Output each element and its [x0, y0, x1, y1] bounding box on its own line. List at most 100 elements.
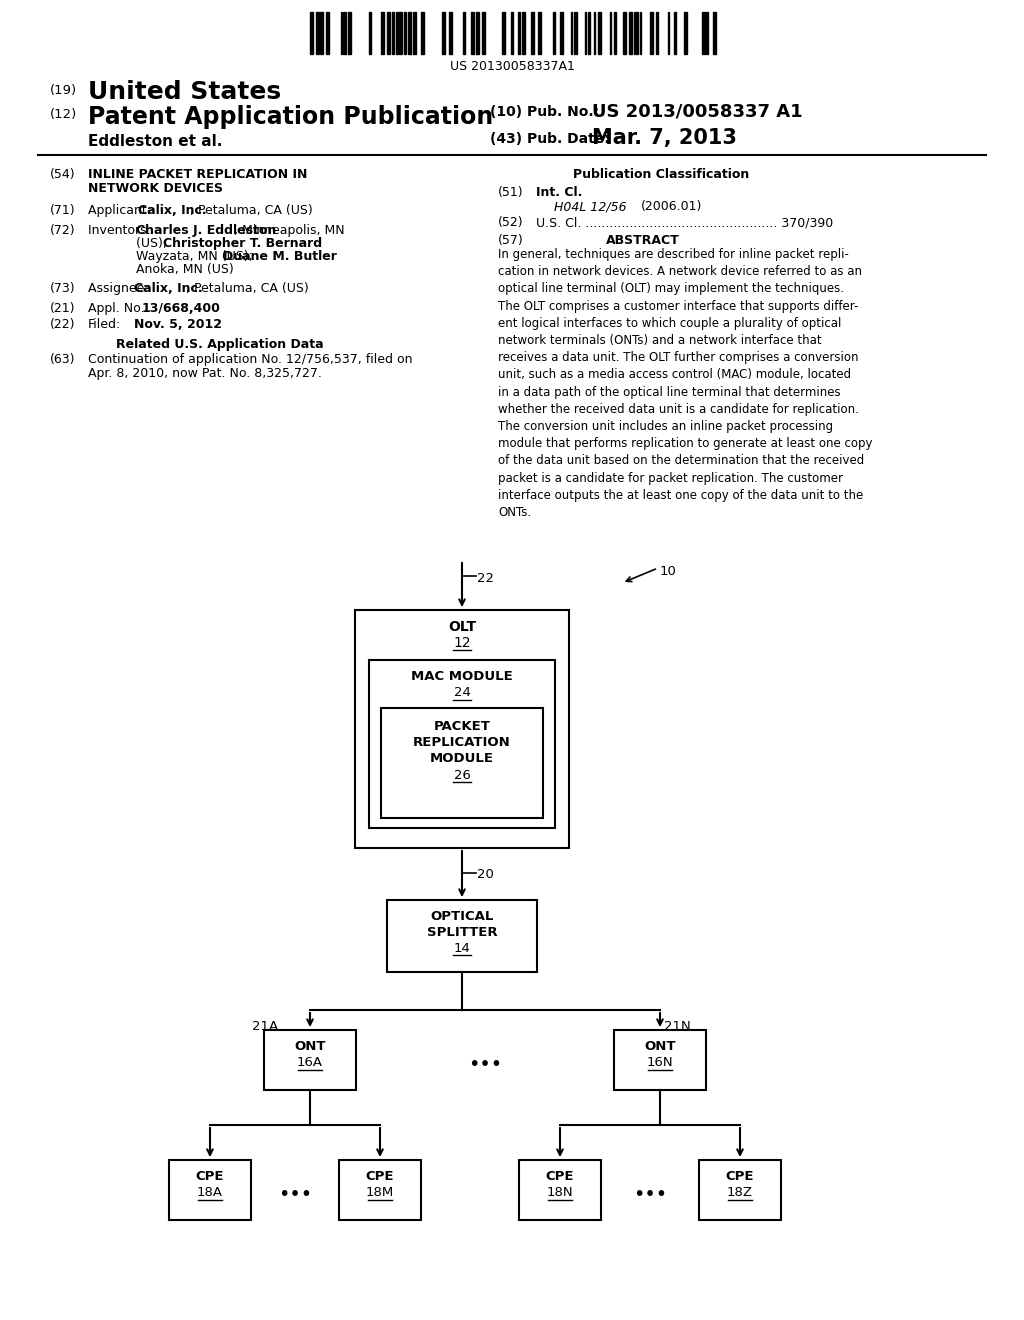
Bar: [519, 1160, 601, 1220]
Text: ONT: ONT: [294, 1040, 326, 1053]
Text: (10) Pub. No.:: (10) Pub. No.:: [490, 106, 599, 119]
Bar: [381, 708, 543, 818]
Bar: [396, 12, 398, 54]
Bar: [463, 12, 465, 54]
Text: Eddleston et al.: Eddleston et al.: [88, 135, 222, 149]
Bar: [636, 12, 638, 54]
Text: PACKET: PACKET: [433, 719, 490, 733]
Text: SPLITTER: SPLITTER: [427, 927, 498, 939]
Bar: [656, 12, 658, 54]
Bar: [310, 12, 313, 54]
Text: Duane M. Butler: Duane M. Butler: [223, 249, 337, 263]
Bar: [348, 12, 351, 54]
Text: MAC MODULE: MAC MODULE: [411, 671, 513, 682]
Text: Wayzata, MN (US);: Wayzata, MN (US);: [136, 249, 257, 263]
Text: 18M: 18M: [366, 1185, 394, 1199]
Bar: [684, 12, 687, 54]
Bar: [413, 12, 416, 54]
Text: 18Z: 18Z: [727, 1185, 753, 1199]
Text: 13/668,400: 13/668,400: [142, 302, 221, 315]
Text: Apr. 8, 2010, now Pat. No. 8,325,727.: Apr. 8, 2010, now Pat. No. 8,325,727.: [88, 367, 322, 380]
Text: 21N: 21N: [664, 1020, 691, 1034]
Bar: [471, 12, 474, 54]
Bar: [702, 12, 705, 54]
Text: , Petaluma, CA (US): , Petaluma, CA (US): [186, 282, 309, 294]
Bar: [531, 12, 534, 54]
Text: (43) Pub. Date:: (43) Pub. Date:: [490, 132, 609, 147]
Bar: [502, 12, 505, 54]
Text: Christopher T. Bernard: Christopher T. Bernard: [163, 238, 323, 249]
Bar: [476, 12, 479, 54]
Text: (63): (63): [50, 352, 76, 366]
Bar: [387, 900, 537, 972]
Text: 12: 12: [454, 636, 471, 649]
Text: 22: 22: [477, 572, 494, 585]
Bar: [319, 12, 323, 54]
Bar: [706, 12, 708, 54]
Bar: [614, 1030, 706, 1090]
Text: ABSTRACT: ABSTRACT: [606, 234, 680, 247]
Bar: [421, 12, 424, 54]
Bar: [518, 12, 520, 54]
Text: Continuation of application No. 12/756,537, filed on: Continuation of application No. 12/756,5…: [88, 352, 413, 366]
Bar: [343, 12, 346, 54]
Text: (73): (73): [50, 282, 76, 294]
Bar: [614, 12, 616, 54]
Text: United States: United States: [88, 81, 282, 104]
Bar: [482, 12, 485, 54]
Text: NETWORK DEVICES: NETWORK DEVICES: [88, 182, 223, 195]
Text: Anoka, MN (US): Anoka, MN (US): [136, 263, 233, 276]
Bar: [574, 12, 577, 54]
Bar: [381, 12, 384, 54]
Text: Publication Classification: Publication Classification: [573, 168, 750, 181]
Text: (2006.01): (2006.01): [641, 201, 702, 213]
Bar: [538, 12, 541, 54]
Text: Applicant:: Applicant:: [88, 205, 155, 216]
Text: , Minneapolis, MN: , Minneapolis, MN: [234, 224, 345, 238]
Bar: [369, 12, 371, 54]
Text: •••: •••: [468, 1055, 502, 1074]
Text: (72): (72): [50, 224, 76, 238]
Text: (12): (12): [50, 108, 77, 121]
Text: 14: 14: [454, 942, 470, 954]
Text: INLINE PACKET REPLICATION IN: INLINE PACKET REPLICATION IN: [88, 168, 307, 181]
Bar: [713, 12, 716, 54]
Text: Appl. No.:: Appl. No.:: [88, 302, 153, 315]
Bar: [404, 12, 406, 54]
Bar: [408, 12, 411, 54]
Bar: [522, 12, 525, 54]
Text: ONT: ONT: [644, 1040, 676, 1053]
Text: (54): (54): [50, 168, 76, 181]
Bar: [598, 12, 601, 54]
Bar: [560, 12, 563, 54]
Text: US 20130058337A1: US 20130058337A1: [450, 59, 574, 73]
Text: US 2013/0058337 A1: US 2013/0058337 A1: [592, 103, 803, 121]
Bar: [629, 12, 632, 54]
Text: Nov. 5, 2012: Nov. 5, 2012: [134, 318, 222, 331]
Text: CPE: CPE: [726, 1170, 755, 1183]
Bar: [399, 12, 402, 54]
Text: Mar. 7, 2013: Mar. 7, 2013: [592, 128, 737, 148]
Bar: [387, 12, 390, 54]
Text: MODULE: MODULE: [430, 752, 494, 766]
Bar: [339, 1160, 421, 1220]
Bar: [169, 1160, 251, 1220]
Text: Inventors:: Inventors:: [88, 224, 155, 238]
Text: 21A: 21A: [252, 1020, 279, 1034]
Bar: [588, 12, 590, 54]
Text: Assignee:: Assignee:: [88, 282, 153, 294]
Text: Patent Application Publication: Patent Application Publication: [88, 106, 494, 129]
Text: Calix, Inc.: Calix, Inc.: [134, 282, 203, 294]
Text: 18N: 18N: [547, 1185, 573, 1199]
Text: CPE: CPE: [366, 1170, 394, 1183]
Text: (21): (21): [50, 302, 76, 315]
Text: Charles J. Eddleston: Charles J. Eddleston: [136, 224, 276, 238]
Text: •••: •••: [278, 1185, 312, 1204]
Text: (19): (19): [50, 84, 77, 96]
Text: In general, techniques are described for inline packet repli-
cation in network : In general, techniques are described for…: [498, 248, 872, 519]
Bar: [392, 12, 394, 54]
Text: 20: 20: [477, 869, 494, 880]
Text: •••: •••: [633, 1185, 667, 1204]
Text: H04L 12/56: H04L 12/56: [554, 201, 627, 213]
Text: 26: 26: [454, 770, 470, 781]
